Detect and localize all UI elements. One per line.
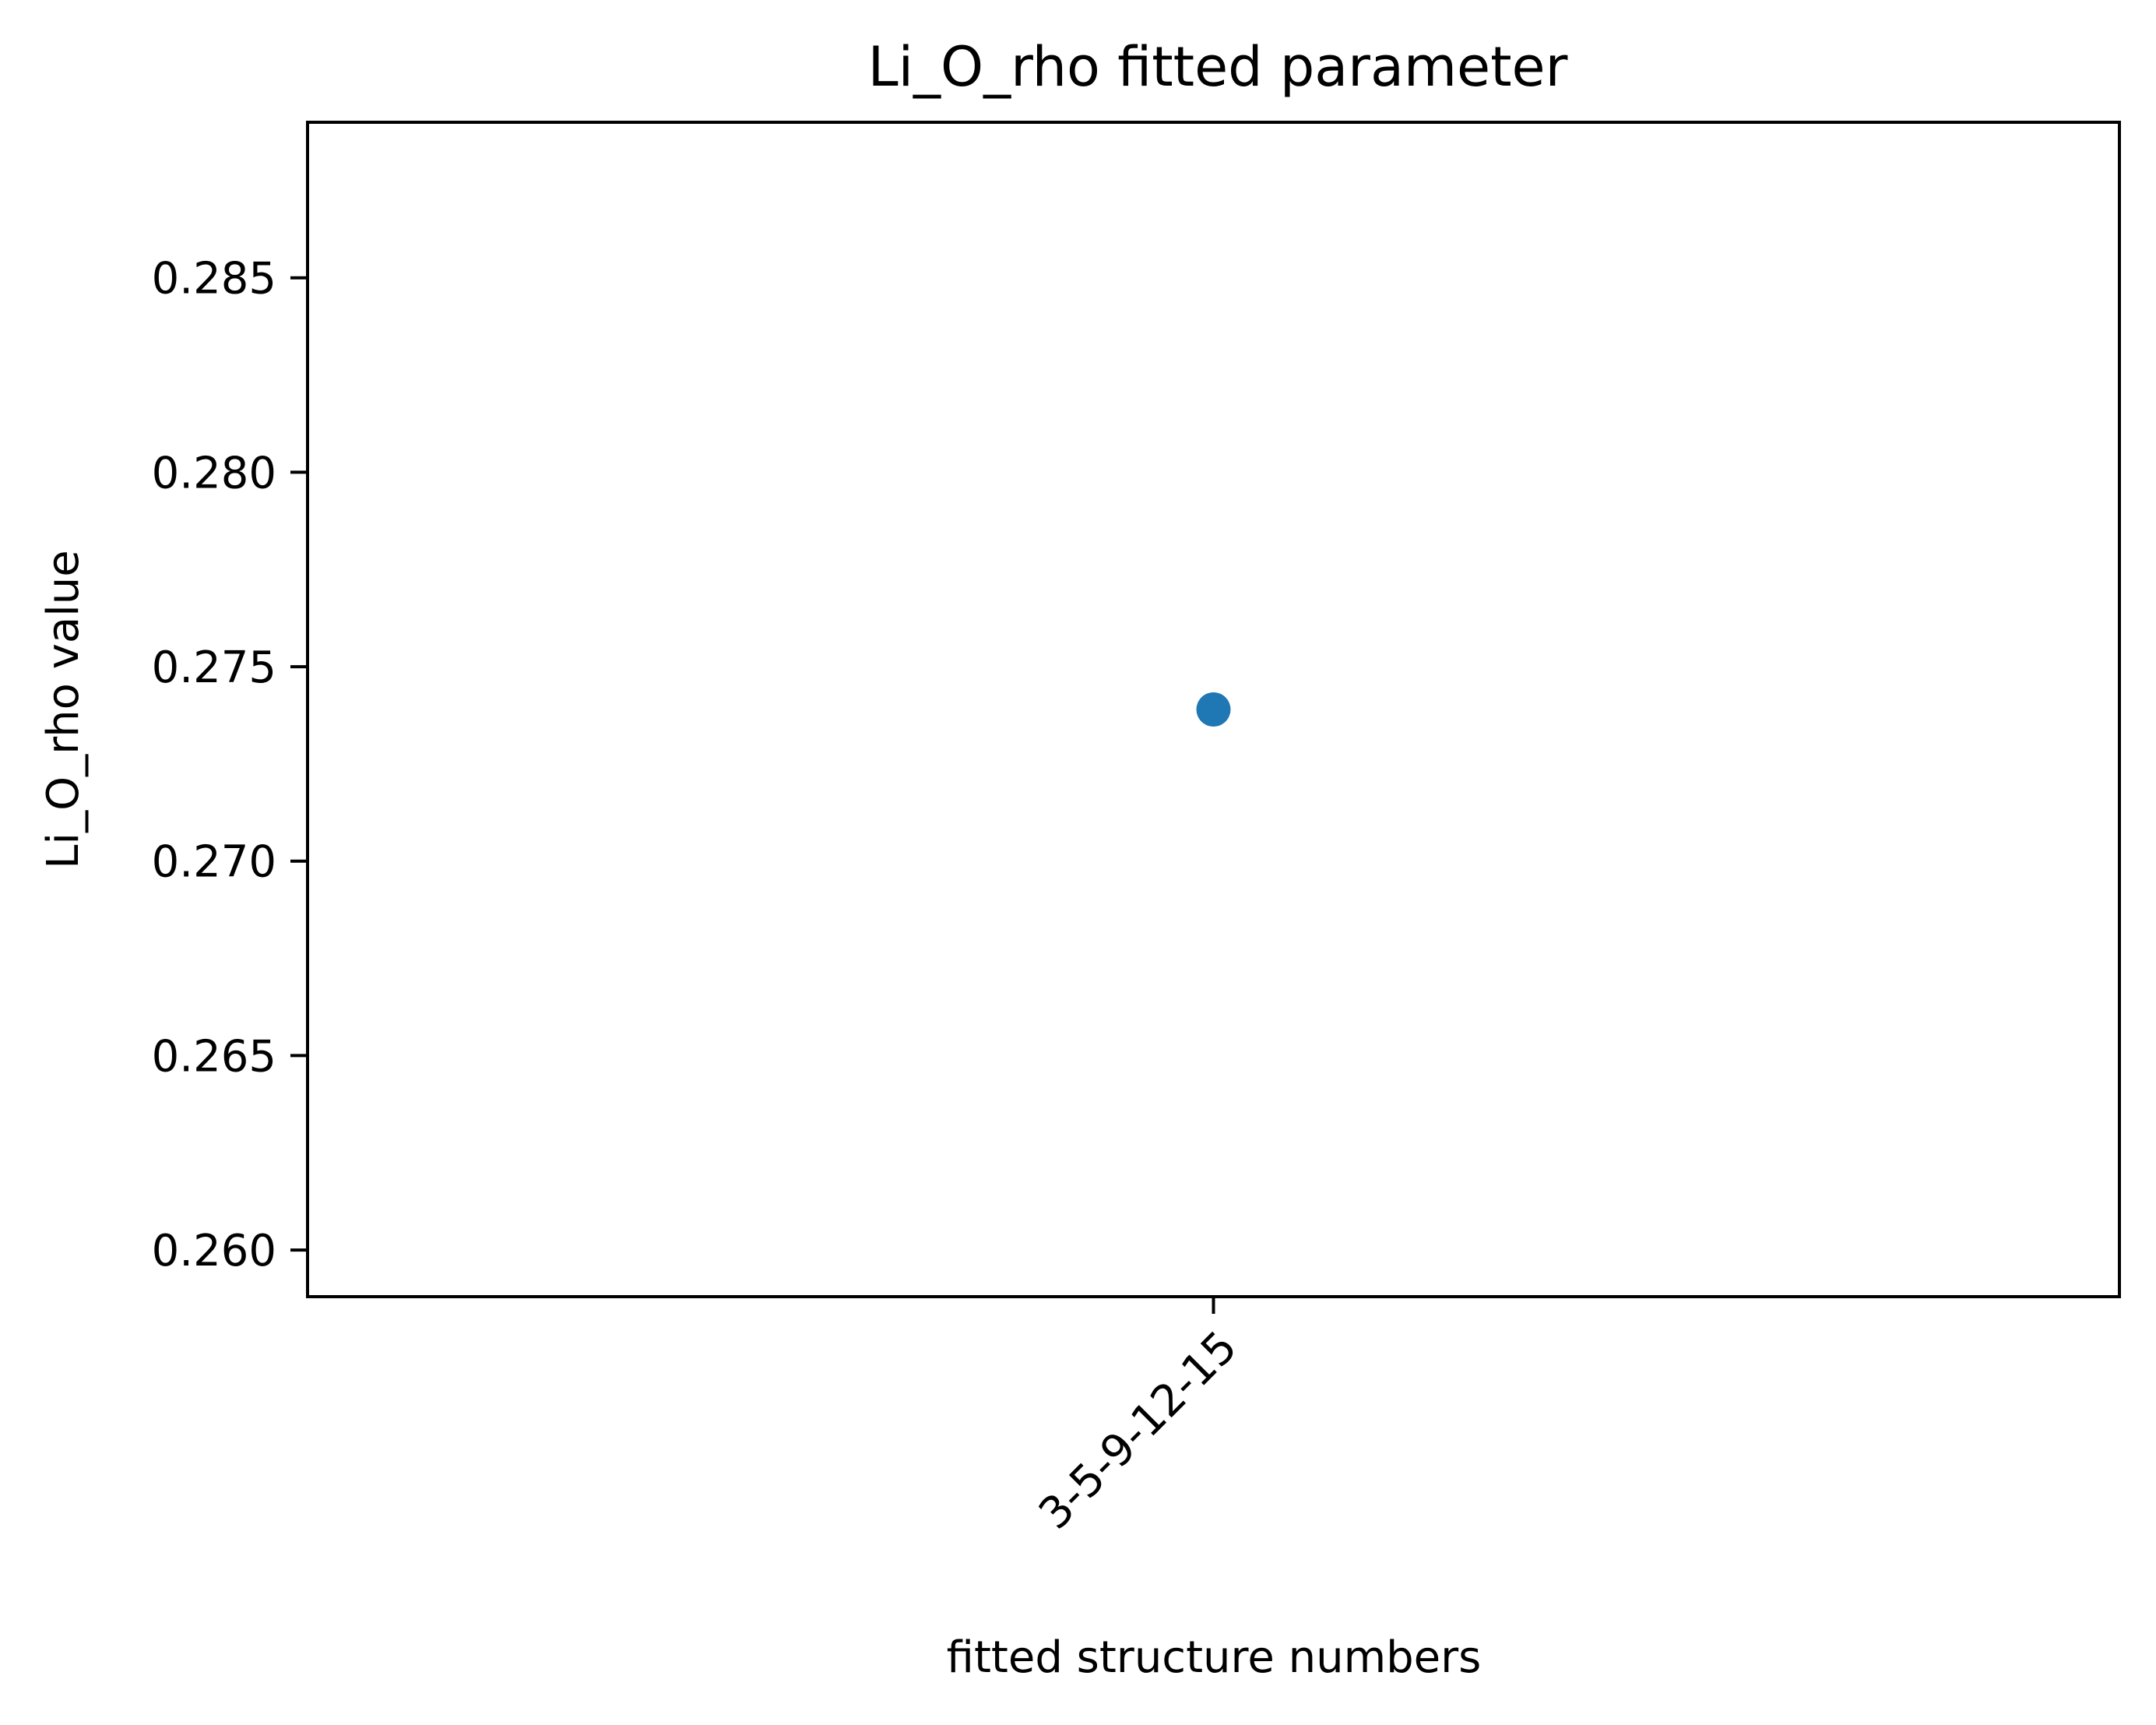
x-axis-label: fitted structure numbers: [947, 1632, 1482, 1683]
data-point: [1196, 692, 1231, 727]
y-axis: 0.260 0.265 0.270 0.275 0.280 0.285: [152, 254, 308, 1276]
y-tick-label: 0.265: [152, 1031, 276, 1082]
x-axis: 3-5-9-12-15: [1029, 1297, 1247, 1539]
x-tick-label: 3-5-9-12-15: [1029, 1322, 1247, 1539]
y-tick-label: 0.260: [152, 1226, 276, 1276]
data-points: [1196, 692, 1231, 727]
y-tick-label: 0.270: [152, 837, 276, 888]
y-tick-label: 0.285: [152, 254, 276, 305]
y-tick-label: 0.275: [152, 642, 276, 693]
y-axis-label: Li_O_rho value: [38, 550, 89, 868]
chart-title: Li_O_rho fitted parameter: [868, 35, 1568, 99]
y-tick-label: 0.280: [152, 448, 276, 498]
